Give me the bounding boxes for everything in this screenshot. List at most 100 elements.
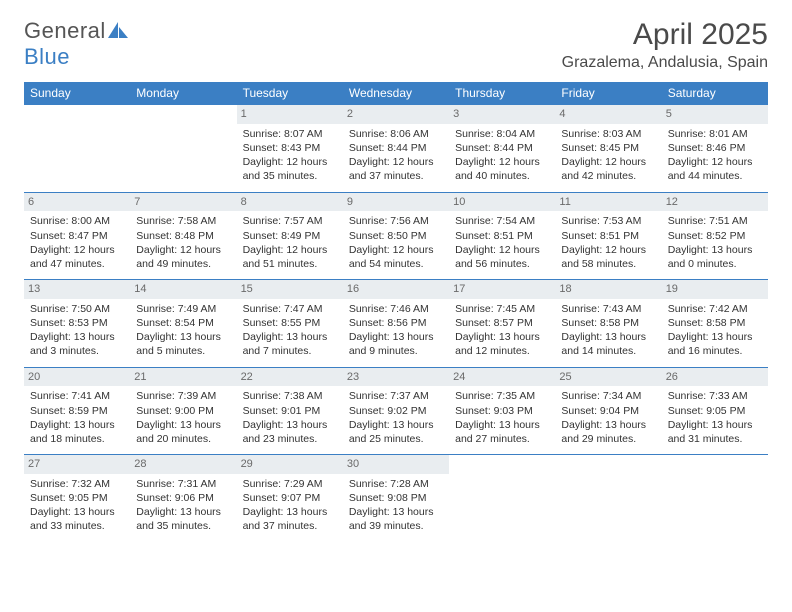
day-cell: 1Sunrise: 8:07 AMSunset: 8:43 PMDaylight… xyxy=(237,105,343,193)
daylight-line: Daylight: 13 hours and 0 minutes. xyxy=(668,243,762,271)
page-title: April 2025 xyxy=(562,18,768,52)
day-number: 7 xyxy=(130,193,236,212)
week-row: ..1Sunrise: 8:07 AMSunset: 8:43 PMDaylig… xyxy=(24,105,768,193)
day-number: 28 xyxy=(130,455,236,474)
sunset-line: Sunset: 8:48 PM xyxy=(136,229,230,243)
daylight-line: Daylight: 12 hours and 49 minutes. xyxy=(136,243,230,271)
sunrise-line: Sunrise: 7:56 AM xyxy=(349,214,443,228)
sail-icon xyxy=(108,22,130,38)
day-cell: 19Sunrise: 7:42 AMSunset: 8:58 PMDayligh… xyxy=(662,280,768,368)
daylight-line: Daylight: 13 hours and 20 minutes. xyxy=(136,418,230,446)
week-row: 20Sunrise: 7:41 AMSunset: 8:59 PMDayligh… xyxy=(24,367,768,455)
calendar-body: .. 1Sunrise: 8:07 AMSunset: 8:43 PMDaylig… xyxy=(24,105,768,542)
daylight-line: Daylight: 13 hours and 37 minutes. xyxy=(243,505,337,533)
day-number: 5 xyxy=(662,105,768,124)
day-number: 22 xyxy=(237,368,343,387)
sunset-line: Sunset: 8:46 PM xyxy=(668,141,762,155)
sunset-line: Sunset: 8:44 PM xyxy=(455,141,549,155)
sunrise-line: Sunrise: 7:38 AM xyxy=(243,389,337,403)
day-cell: 9 Sunrise: 7:56 AMSunset: 8:50 PMDaylight… xyxy=(343,192,449,280)
dayname-thursday: Thursday xyxy=(449,82,555,105)
daylight-line: Daylight: 12 hours and 35 minutes. xyxy=(243,155,337,183)
day-cell: 23Sunrise: 7:37 AMSunset: 9:02 PMDayligh… xyxy=(343,367,449,455)
day-number: 19 xyxy=(662,280,768,299)
daylight-line: Daylight: 13 hours and 9 minutes. xyxy=(349,330,443,358)
day-cell: 21Sunrise: 7:39 AMSunset: 9:00 PMDayligh… xyxy=(130,367,236,455)
day-cell: 30Sunrise: 7:28 AMSunset: 9:08 PMDayligh… xyxy=(343,455,449,542)
daylight-line: Daylight: 12 hours and 47 minutes. xyxy=(30,243,124,271)
day-cell: 16Sunrise: 7:46 AMSunset: 8:56 PMDayligh… xyxy=(343,280,449,368)
day-cell: 5Sunrise: 8:01 AMSunset: 8:46 PMDaylight… xyxy=(662,105,768,193)
sunset-line: Sunset: 8:53 PM xyxy=(30,316,124,330)
sunset-line: Sunset: 8:50 PM xyxy=(349,229,443,243)
day-number: 25 xyxy=(555,368,661,387)
daylight-line: Daylight: 12 hours and 37 minutes. xyxy=(349,155,443,183)
sunrise-line: Sunrise: 7:50 AM xyxy=(30,302,124,316)
title-block: April 2025 Grazalema, Andalusia, Spain xyxy=(562,18,768,72)
sunset-line: Sunset: 9:00 PM xyxy=(136,404,230,418)
day-number: 1 xyxy=(237,105,343,124)
day-number: 24 xyxy=(449,368,555,387)
sunset-line: Sunset: 8:58 PM xyxy=(668,316,762,330)
day-number: 27 xyxy=(24,455,130,474)
daylight-line: Daylight: 12 hours and 56 minutes. xyxy=(455,243,549,271)
daylight-line: Daylight: 13 hours and 23 minutes. xyxy=(243,418,337,446)
daylight-line: Daylight: 13 hours and 33 minutes. xyxy=(30,505,124,533)
day-number: 14 xyxy=(130,280,236,299)
sunrise-line: Sunrise: 7:58 AM xyxy=(136,214,230,228)
day-number: 16 xyxy=(343,280,449,299)
day-number: 20 xyxy=(24,368,130,387)
day-cell: . xyxy=(662,455,768,542)
day-cell: . xyxy=(449,455,555,542)
day-number: 10 xyxy=(449,193,555,212)
day-number: 17 xyxy=(449,280,555,299)
day-cell: . xyxy=(555,455,661,542)
brand-general: General xyxy=(24,18,106,43)
day-cell: 18Sunrise: 7:43 AMSunset: 8:58 PMDayligh… xyxy=(555,280,661,368)
sunrise-line: Sunrise: 7:51 AM xyxy=(668,214,762,228)
sunset-line: Sunset: 8:45 PM xyxy=(561,141,655,155)
sunset-line: Sunset: 8:59 PM xyxy=(30,404,124,418)
sunrise-line: Sunrise: 7:33 AM xyxy=(668,389,762,403)
daylight-line: Daylight: 13 hours and 5 minutes. xyxy=(136,330,230,358)
daylight-line: Daylight: 13 hours and 18 minutes. xyxy=(30,418,124,446)
sunset-line: Sunset: 9:05 PM xyxy=(30,491,124,505)
day-cell: 25Sunrise: 7:34 AMSunset: 9:04 PMDayligh… xyxy=(555,367,661,455)
day-cell: 8Sunrise: 7:57 AMSunset: 8:49 PMDaylight… xyxy=(237,192,343,280)
sunset-line: Sunset: 8:49 PM xyxy=(243,229,337,243)
day-cell: 26Sunrise: 7:33 AMSunset: 9:05 PMDayligh… xyxy=(662,367,768,455)
sunrise-line: Sunrise: 7:46 AM xyxy=(349,302,443,316)
sunset-line: Sunset: 9:04 PM xyxy=(561,404,655,418)
sunset-line: Sunset: 9:05 PM xyxy=(668,404,762,418)
day-number: 11 xyxy=(555,193,661,212)
header: GeneralBlue April 2025 Grazalema, Andalu… xyxy=(24,18,768,72)
day-cell: 12Sunrise: 7:51 AMSunset: 8:52 PMDayligh… xyxy=(662,192,768,280)
daylight-line: Daylight: 13 hours and 31 minutes. xyxy=(668,418,762,446)
day-cell: 28Sunrise: 7:31 AMSunset: 9:06 PMDayligh… xyxy=(130,455,236,542)
day-number: 8 xyxy=(237,193,343,212)
daylight-line: Daylight: 12 hours and 42 minutes. xyxy=(561,155,655,183)
sunrise-line: Sunrise: 7:54 AM xyxy=(455,214,549,228)
sunset-line: Sunset: 8:57 PM xyxy=(455,316,549,330)
calendar-page: GeneralBlue April 2025 Grazalema, Andalu… xyxy=(0,0,792,560)
day-number: 2 xyxy=(343,105,449,124)
sunrise-line: Sunrise: 7:39 AM xyxy=(136,389,230,403)
dayname-row: SundayMondayTuesdayWednesdayThursdayFrid… xyxy=(24,82,768,105)
day-number: 9 xyxy=(343,193,449,212)
day-number: 3 xyxy=(449,105,555,124)
daylight-line: Daylight: 12 hours and 54 minutes. xyxy=(349,243,443,271)
day-cell: 2Sunrise: 8:06 AMSunset: 8:44 PMDaylight… xyxy=(343,105,449,193)
daylight-line: Daylight: 12 hours and 40 minutes. xyxy=(455,155,549,183)
dayname-friday: Friday xyxy=(555,82,661,105)
day-number: 30 xyxy=(343,455,449,474)
day-number: 12 xyxy=(662,193,768,212)
day-number: 15 xyxy=(237,280,343,299)
dayname-sunday: Sunday xyxy=(24,82,130,105)
day-cell: 10Sunrise: 7:54 AMSunset: 8:51 PMDayligh… xyxy=(449,192,555,280)
daylight-line: Daylight: 13 hours and 7 minutes. xyxy=(243,330,337,358)
day-number: 4 xyxy=(555,105,661,124)
sunrise-line: Sunrise: 8:03 AM xyxy=(561,127,655,141)
daylight-line: Daylight: 13 hours and 29 minutes. xyxy=(561,418,655,446)
dayname-tuesday: Tuesday xyxy=(237,82,343,105)
brand-blue: Blue xyxy=(24,44,70,69)
